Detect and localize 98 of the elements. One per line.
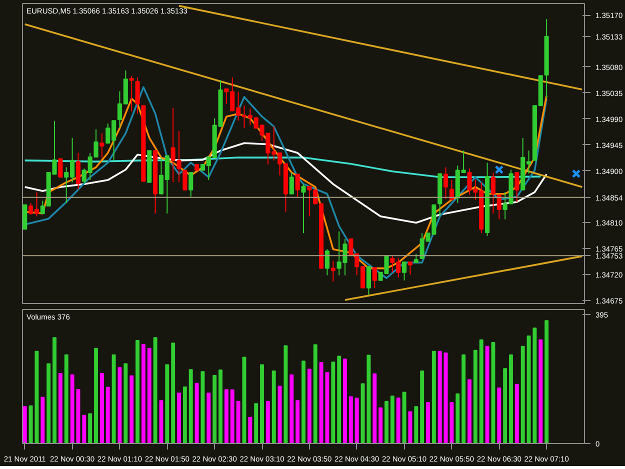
bar [58,373,62,444]
bar [491,342,496,444]
bar [479,339,484,444]
bar [88,413,92,444]
bar [64,354,68,444]
bar [348,396,353,444]
bar [296,400,300,444]
bar [206,392,211,444]
bar [106,386,110,444]
candlestick [289,172,294,194]
bar [503,368,508,444]
bar [188,369,193,444]
bar [290,374,294,444]
bar [94,348,98,444]
candlestick [295,174,300,198]
candlestick [366,266,371,296]
bar [544,320,549,444]
bar [136,340,140,444]
bar [254,403,258,444]
bar [260,364,264,444]
bar [414,406,418,444]
bar [402,392,406,444]
bar [200,371,205,444]
bar [153,337,158,444]
bar [426,402,430,444]
bar [432,350,436,444]
candlestick [100,132,104,158]
bar [456,393,460,444]
bar [514,384,519,444]
bar [112,354,116,444]
bar [46,363,51,444]
bar [331,362,336,444]
bar [100,373,104,444]
bar [438,350,442,444]
bar [40,396,45,444]
candlestick [514,172,520,202]
bar [337,356,342,444]
bar [390,396,394,444]
bar [372,373,377,444]
bar [124,363,128,444]
bar [177,392,181,444]
bar [230,389,234,444]
bar [343,358,347,444]
bar [272,370,276,444]
bar [236,400,240,444]
bar [509,354,513,444]
bar [396,398,400,444]
bar [468,379,472,444]
bar [171,342,176,444]
candlestick [408,261,412,276]
bar [378,407,383,444]
bar [224,389,228,444]
bar [354,398,359,444]
bar [248,416,252,444]
candlestick [58,158,63,178]
candlestick [76,152,81,190]
bar [278,386,282,444]
candlestick [301,184,306,234]
bar [420,370,424,444]
candlestick [330,260,336,282]
line-series [24,156,542,178]
bar [473,350,478,444]
candlestick [129,76,134,112]
bar [384,400,388,444]
bar [218,369,222,444]
candlestick [490,172,496,214]
candlestick [402,261,407,281]
bar [284,345,288,444]
bar [82,414,86,444]
bar [118,367,122,444]
bar [307,368,312,444]
bar [147,348,152,444]
bar [141,344,146,444]
candlestick [324,248,330,276]
bar [497,387,502,444]
bar [194,382,199,444]
candlestick [372,267,377,288]
bar [302,360,306,444]
bar [520,346,525,444]
candlestick [182,170,188,190]
bar [408,411,412,444]
bar [242,356,246,444]
candlestick [444,166,448,200]
bar [313,344,318,444]
candlestick [496,194,502,220]
bar [165,364,170,444]
bar [159,400,164,444]
bar [462,354,466,444]
bar [52,337,56,444]
bar [182,386,187,444]
bar [538,339,543,444]
candlestick [188,172,194,198]
candlestick [135,76,140,114]
bar [485,346,490,444]
bar [22,406,27,444]
bar [212,375,217,444]
bar [130,375,134,444]
bar [266,400,270,444]
